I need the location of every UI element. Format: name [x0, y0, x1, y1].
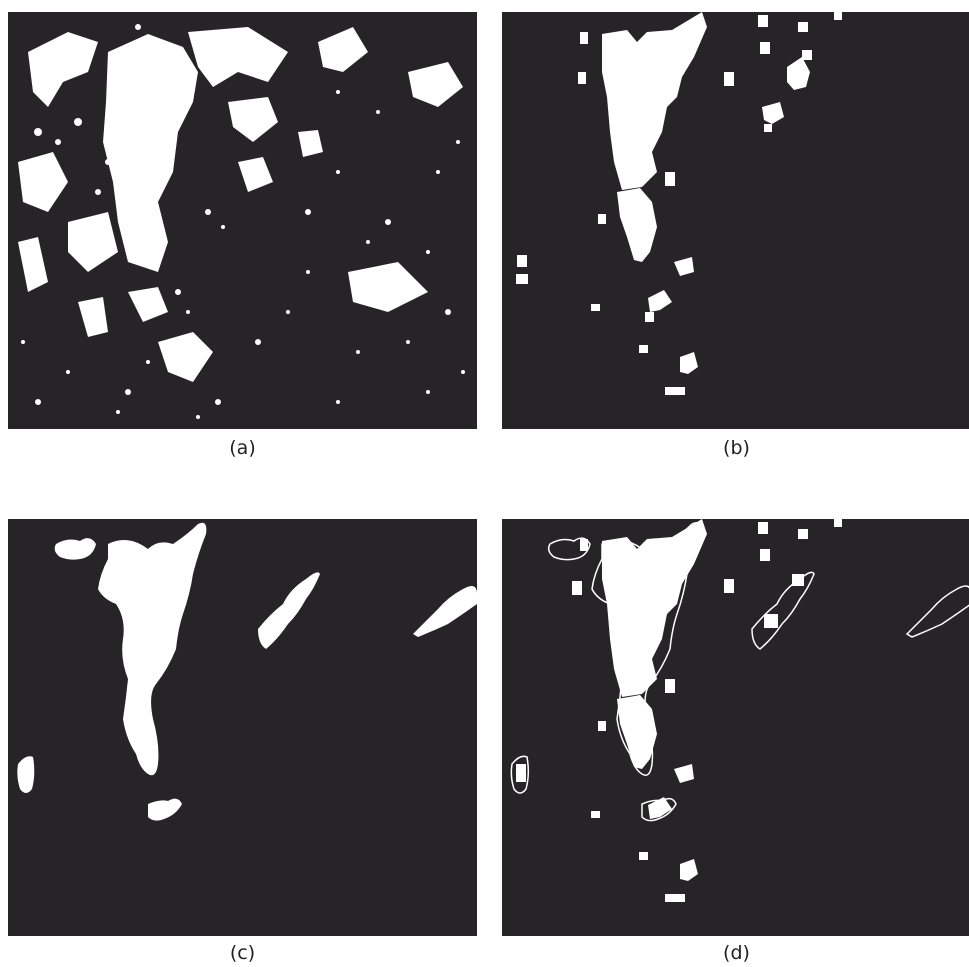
panel-c-image [8, 519, 477, 936]
panel-c-svg [8, 519, 477, 936]
caption-a: (a) [229, 437, 256, 459]
caption-b: (b) [723, 437, 750, 459]
panel-d-image [502, 519, 969, 936]
panel-a-svg [8, 12, 477, 429]
panel-b-image [502, 12, 969, 429]
caption-d: (d) [723, 942, 750, 964]
panel-a-image [8, 12, 477, 429]
caption-c: (c) [229, 942, 256, 964]
panel-b-svg [502, 12, 969, 429]
panel-d-svg [502, 519, 969, 936]
